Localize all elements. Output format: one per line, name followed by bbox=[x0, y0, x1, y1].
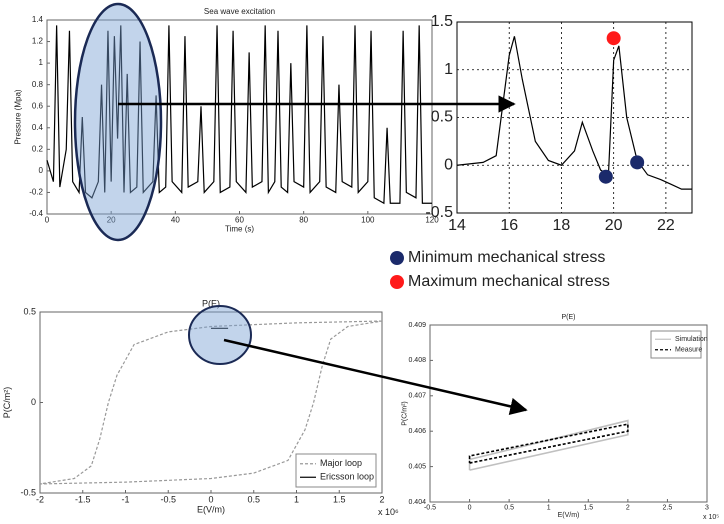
x-tick-label: 80 bbox=[299, 216, 308, 225]
annotations bbox=[73, 2, 528, 415]
legend-box bbox=[295, 453, 377, 488]
x-tick-label: 120 bbox=[425, 216, 439, 225]
legend-marker bbox=[390, 275, 404, 289]
y-tick-label: 0.5 bbox=[431, 109, 453, 126]
y-tick-label: 0.409 bbox=[408, 322, 426, 329]
x-tick-label: 2 bbox=[626, 504, 630, 511]
x-tick-label: 2.5 bbox=[663, 504, 673, 511]
x-tick-label: 18 bbox=[553, 217, 571, 234]
zoom-ellipse bbox=[73, 2, 163, 242]
x-tick-label: 1.5 bbox=[583, 504, 593, 511]
y-tick-label: 1.2 bbox=[32, 37, 44, 46]
y-tick-label: 0 bbox=[39, 166, 44, 175]
x-tick-label: -1.5 bbox=[75, 495, 91, 505]
line bbox=[468, 423, 629, 464]
x-axis-label: E(V/m) bbox=[197, 504, 225, 514]
x-axis-label: E(V/m) bbox=[558, 512, 580, 519]
y-tick-label: 0.8 bbox=[32, 80, 44, 89]
legend-label: Simulation bbox=[675, 336, 708, 343]
x-tick-label: 0 bbox=[208, 495, 213, 505]
x-exponent: x 10⁵ bbox=[703, 514, 719, 521]
chart-title: Sea wave excitation bbox=[204, 7, 275, 16]
x-tick-label: -1 bbox=[121, 495, 129, 505]
x-tick-label: 40 bbox=[171, 216, 180, 225]
chart-title: P(E) bbox=[562, 314, 576, 321]
x-tick-label: 1 bbox=[547, 504, 551, 511]
x-tick-label: 100 bbox=[361, 216, 375, 225]
y-tick-label: 0.4 bbox=[32, 123, 44, 132]
marker bbox=[598, 169, 613, 184]
x-tick-label: 16 bbox=[500, 217, 518, 234]
line bbox=[46, 25, 432, 205]
legend-label: Maximum mechanical stress bbox=[408, 273, 610, 290]
x-tick-label: 0 bbox=[45, 216, 50, 225]
x-axis-label: Time (s) bbox=[225, 224, 254, 233]
y-tick-label: -0.4 bbox=[29, 209, 43, 218]
y-tick-label: 1.5 bbox=[431, 13, 453, 30]
zoom-ellipse bbox=[188, 305, 252, 365]
line bbox=[456, 36, 692, 190]
y-tick-label: -0.5 bbox=[425, 204, 453, 221]
legend-label: Major loop bbox=[320, 458, 362, 468]
x-tick-label: -2 bbox=[36, 495, 44, 505]
legend-label: Ericsson loop bbox=[320, 472, 374, 482]
y-tick-label: 0.404 bbox=[408, 499, 426, 506]
y-axis-label: P(C/m²) bbox=[402, 401, 409, 426]
x-tick-label: 22 bbox=[657, 217, 675, 234]
legend-marker bbox=[390, 251, 404, 265]
y-tick-label: 0.5 bbox=[23, 306, 36, 316]
y-tick-label: 0.408 bbox=[408, 357, 426, 364]
y-tick-label: 0.405 bbox=[408, 463, 426, 470]
x-tick-label: -0.5 bbox=[424, 504, 436, 511]
legend-label: Minimum mechanical stress bbox=[408, 249, 605, 266]
x-tick-label: 60 bbox=[235, 216, 244, 225]
x-tick-label: 0.5 bbox=[247, 495, 260, 505]
y-tick-label: -0.5 bbox=[20, 487, 36, 497]
y-axis-label: P(C/m²) bbox=[2, 387, 12, 419]
y-tick-label: 0.407 bbox=[408, 393, 426, 400]
y-tick-label: 0.406 bbox=[408, 428, 426, 435]
y-tick-label: 0 bbox=[31, 397, 36, 407]
y-tick-label: 0 bbox=[444, 156, 453, 173]
x-tick-label: 0.5 bbox=[504, 504, 514, 511]
x-exponent: x 10⁶ bbox=[378, 507, 399, 517]
y-tick-label: -0.2 bbox=[29, 188, 43, 197]
x-tick-label: -0.5 bbox=[160, 495, 176, 505]
y-tick-label: 1.4 bbox=[32, 15, 44, 24]
x-tick-label: 2 bbox=[379, 495, 384, 505]
x-tick-label: 0 bbox=[468, 504, 472, 511]
marker bbox=[630, 155, 645, 170]
y-tick-label: 1 bbox=[444, 61, 453, 78]
zoom-arrow bbox=[223, 338, 528, 415]
y-axis-label: Pressure (Mpa) bbox=[13, 89, 22, 144]
x-tick-label: 20 bbox=[605, 217, 623, 234]
y-tick-label: 1 bbox=[39, 58, 44, 67]
legend-label: Measure bbox=[675, 347, 702, 354]
y-tick-label: 0.6 bbox=[32, 101, 44, 110]
x-tick-label: 1 bbox=[294, 495, 299, 505]
x-tick-label: 3 bbox=[705, 504, 709, 511]
x-tick-label: 20 bbox=[107, 216, 116, 225]
legend-box bbox=[650, 330, 702, 359]
y-tick-label: 0.2 bbox=[32, 144, 44, 153]
charts: 020406080100120-0.4-0.200.20.40.60.811.2… bbox=[2, 7, 719, 521]
marker bbox=[606, 31, 621, 46]
x-tick-label: 1.5 bbox=[333, 495, 346, 505]
line bbox=[39, 320, 383, 485]
x-tick-label: 14 bbox=[448, 217, 466, 234]
chart-title: P(E) bbox=[202, 298, 220, 308]
